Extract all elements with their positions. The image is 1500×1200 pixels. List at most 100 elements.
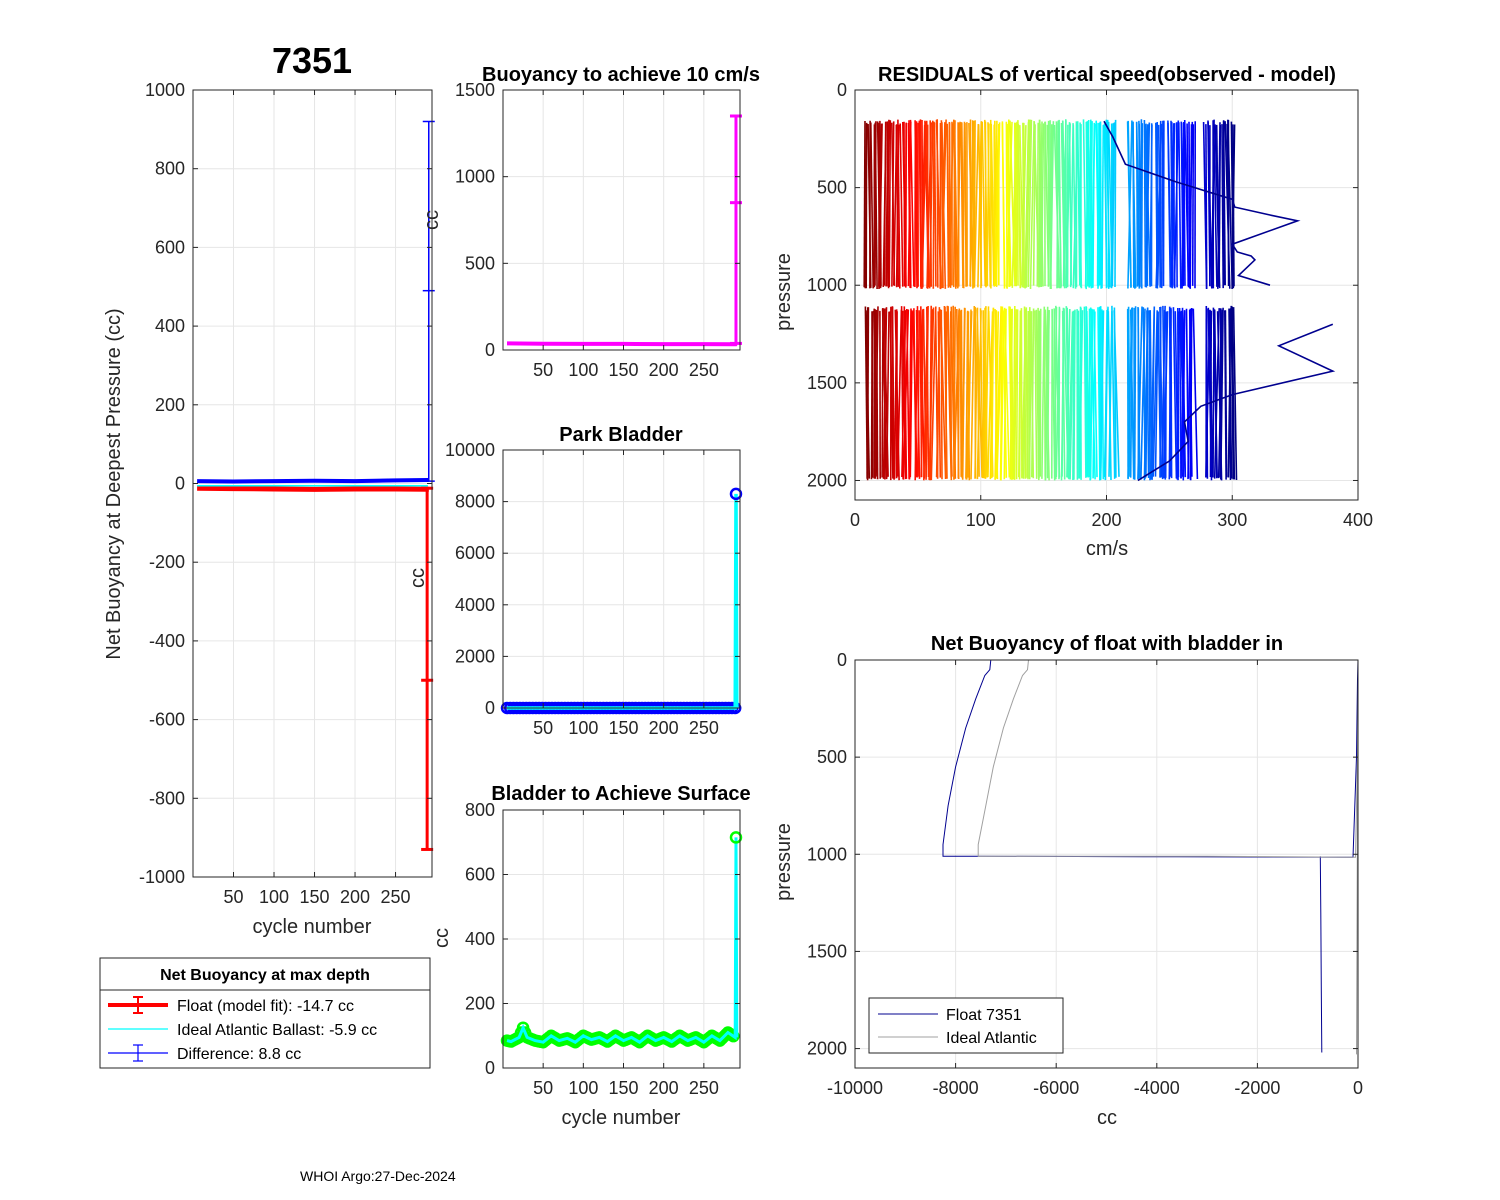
residual-trace <box>1001 121 1006 289</box>
residual-trace <box>885 311 890 479</box>
residual-trace <box>957 121 961 289</box>
residual-trace <box>1092 122 1096 288</box>
residual-trace <box>886 119 890 287</box>
residual-trace <box>883 121 887 286</box>
park-bladder-chart: Park Bladder cc 50 100 150 200 250 0 2000 4000 6… <box>407 424 743 738</box>
residual-trace <box>914 122 917 288</box>
residual-trace <box>903 121 906 287</box>
y-tick-label-3-2: 400 <box>465 929 495 949</box>
residual-trace <box>1149 124 1153 287</box>
surface-marker <box>727 1029 740 1043</box>
panel4-ylabel: cc <box>431 928 453 948</box>
residual-trace <box>1034 310 1038 479</box>
residual-trace <box>1073 309 1076 480</box>
residual-trace <box>1011 122 1017 288</box>
panel2-ylabel: cc <box>421 210 443 230</box>
buoyancy-10cms-chart: Buoyancy to achieve 10 cm/s cc 50 100 150 2… <box>421 64 760 380</box>
residual-trace <box>925 305 929 478</box>
residual-trace <box>932 121 935 289</box>
y-tick-label-3-0: 0 <box>485 1058 495 1078</box>
y-tick-label-3-4: 800 <box>465 800 495 820</box>
residual-trace <box>1015 309 1019 480</box>
residual-trace <box>906 308 910 479</box>
bladder-in-series-1 <box>1319 856 1323 1053</box>
residual-trace <box>1111 305 1116 479</box>
net-buoyancy-legend: Net Buoyancy at max depth Float (model f… <box>99 957 431 1069</box>
legend-label-difference: Difference: 8.8 cc <box>177 1046 301 1063</box>
residual-trace <box>967 309 972 478</box>
residual-trace <box>1058 119 1062 289</box>
residual-trace <box>1106 119 1110 289</box>
x-tick-label-1-2: 150 <box>608 360 638 380</box>
residual-trace <box>989 119 995 286</box>
residual-trace <box>1072 124 1077 289</box>
x-tick-label-5-4: -2000 <box>1234 1078 1280 1098</box>
residual-trace <box>981 121 986 287</box>
x-tick-label-4-1: 100 <box>966 510 996 530</box>
panel4-xlabel: cycle number <box>562 1107 681 1129</box>
residual-trace <box>1104 308 1109 481</box>
panel3-ylabel: cc <box>407 568 429 588</box>
y-tick-label-5-0: 0 <box>837 650 847 670</box>
residual-trace <box>1066 308 1071 478</box>
residual-trace <box>1009 120 1016 287</box>
residual-trace <box>940 311 947 480</box>
legend6-box <box>868 997 1064 1054</box>
panel5-title: RESIDUALS of vertical speed(observed - m… <box>878 64 1336 86</box>
residual-trace <box>1213 309 1218 479</box>
panel6-ylabel: pressure <box>773 823 795 901</box>
x-tick-label-1-1: 100 <box>568 360 598 380</box>
residual-trace <box>1086 310 1091 478</box>
residual-trace <box>1159 306 1162 478</box>
residual-trace <box>1205 310 1211 478</box>
residual-trace <box>1191 124 1195 286</box>
residual-trace <box>888 120 892 288</box>
residual-trace <box>1143 119 1147 288</box>
residual-trace <box>896 309 903 477</box>
residual-trace <box>984 306 990 479</box>
y-tick-label-4-4: 2000 <box>807 470 847 490</box>
residual-trace <box>907 121 912 287</box>
series-float-model-fit <box>197 485 429 492</box>
residual-trace <box>878 123 883 289</box>
residual-trace <box>1181 122 1185 289</box>
residual-trace <box>928 120 934 289</box>
residual-trace <box>866 307 870 481</box>
residual-trace <box>935 309 941 478</box>
panel1-xlabel: cycle number <box>253 916 372 938</box>
residual-trace <box>920 309 924 478</box>
residual-trace <box>891 306 895 480</box>
residual-trace <box>969 124 974 287</box>
residual-trace <box>1114 119 1117 288</box>
panel2-title: Buoyancy to achieve 10 cm/s <box>482 64 760 86</box>
residual-trace <box>949 311 953 481</box>
residual-trace <box>1167 122 1173 288</box>
residual-trace <box>948 123 954 286</box>
residual-segment-1 <box>864 305 1238 481</box>
y-tick-label-1-2: 1000 <box>455 167 495 187</box>
residual-trace <box>920 124 926 288</box>
residual-trace <box>1209 310 1213 478</box>
x-tick-label-0-0: 50 <box>223 887 243 907</box>
series-buoyancy-10cms <box>506 341 738 347</box>
residual-trace <box>1036 122 1039 287</box>
x-tick-label-5-3: -4000 <box>1134 1078 1180 1098</box>
residual-trace <box>1089 309 1094 480</box>
net-buoyancy-max-depth-chart: 7351 Net Buoyancy at Deepest Pressure (c… <box>103 40 435 938</box>
y-tick-label-0-0: -1000 <box>139 867 185 887</box>
park-bladder-peak-marker <box>729 487 743 501</box>
x-tick-label-0-3: 200 <box>340 887 370 907</box>
residual-trace <box>1148 310 1151 481</box>
residual-trace <box>1022 309 1027 479</box>
y-tick-label-0-5: 0 <box>175 474 185 494</box>
residual-trace <box>995 306 1002 478</box>
residual-trace <box>1186 123 1189 287</box>
residual-trace <box>994 310 998 479</box>
residual-trace <box>1151 306 1156 480</box>
residual-trace <box>1220 307 1224 480</box>
residual-trace <box>1178 122 1182 289</box>
panel6-xlabel: cc <box>1097 1107 1117 1129</box>
residuals-chart: RESIDUALS of vertical speed(observed - m… <box>773 64 1373 560</box>
y-tick-label-1-1: 500 <box>465 253 495 273</box>
residual-trace <box>1108 311 1113 477</box>
